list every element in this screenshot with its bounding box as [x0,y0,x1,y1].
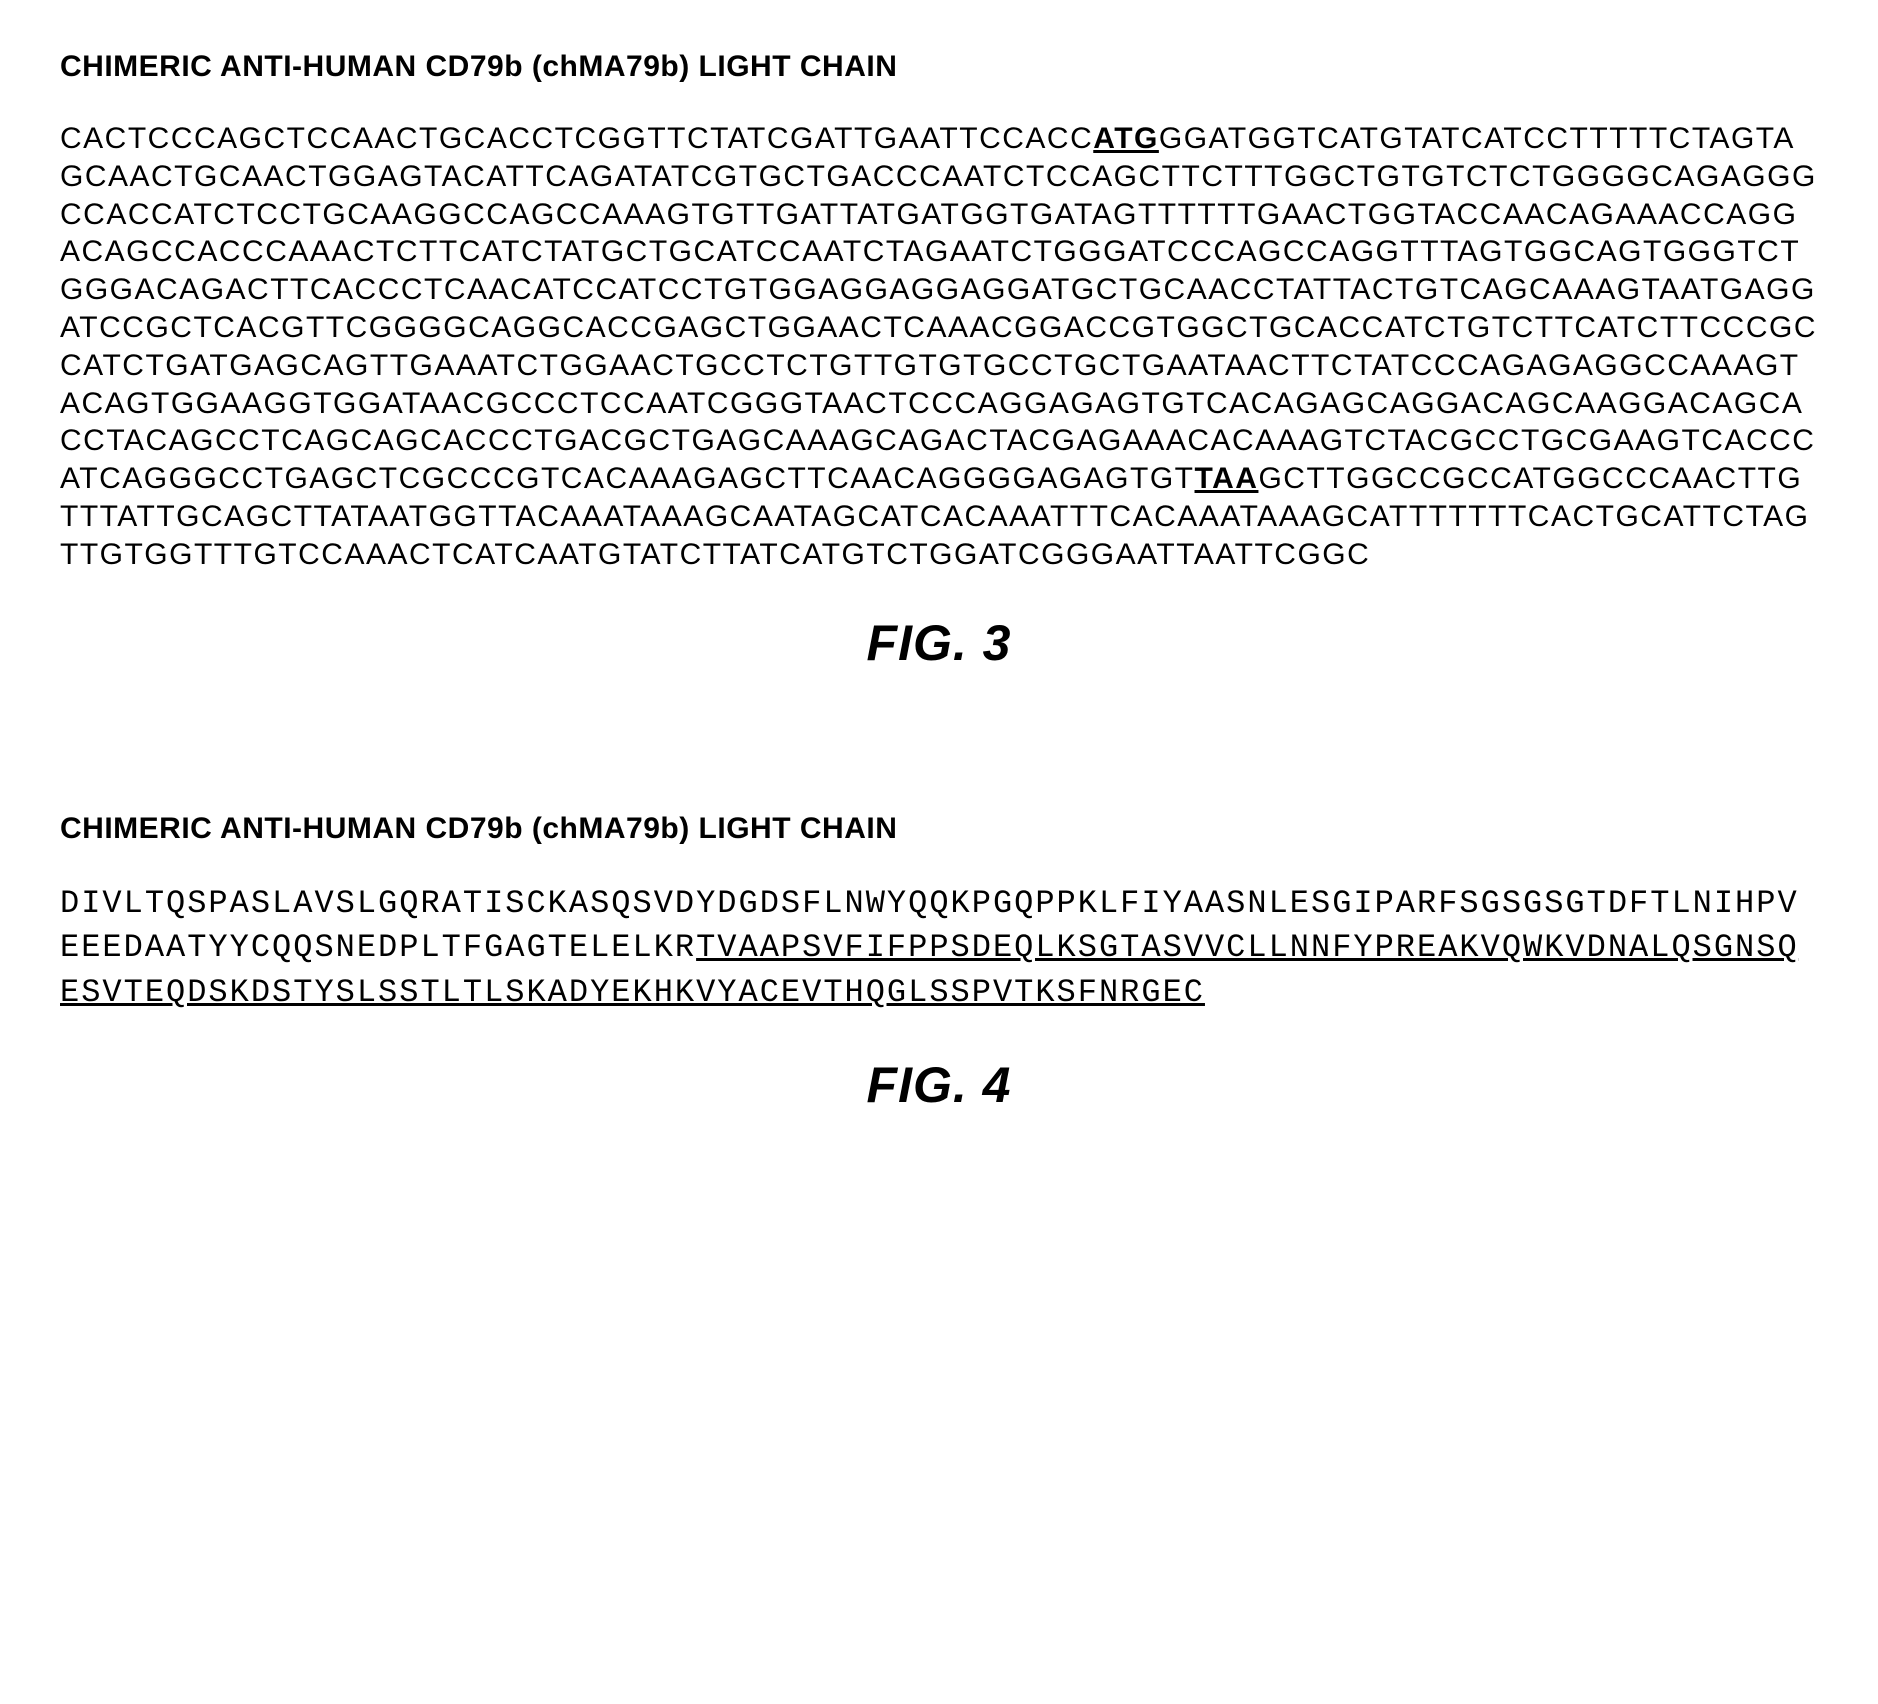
dna-coding: GGATGGTCATGTATCATCCTTTTTCTAGTAGCAACTGCAA… [60,122,1817,495]
dna-sequence: CACTCCCAGCTCCAACTGCACCTCGGTTCTATCGATTGAA… [60,120,1818,574]
figure-4-block: CHIMERIC ANTI-HUMAN CD79b (chMA79b) LIGH… [60,812,1818,1114]
figure-3-caption: FIG. 3 [60,614,1818,672]
protein-sequence: DIVLTQSPASLAVSLGQRATISCKASQSVDYDGDSFLNWY… [60,882,1818,1016]
start-codon: ATG [1093,122,1159,155]
figure-3-block: CHIMERIC ANTI-HUMAN CD79b (chMA79b) LIGH… [60,50,1818,672]
figure-4-title: CHIMERIC ANTI-HUMAN CD79b (chMA79b) LIGH… [60,812,1818,846]
figure-3-title: CHIMERIC ANTI-HUMAN CD79b (chMA79b) LIGH… [60,50,1818,84]
stop-codon: TAA [1195,462,1259,495]
dna-pre-start: CACTCCCAGCTCCAACTGCACCTCGGTTCTATCGATTGAA… [60,122,1093,155]
figure-4-caption: FIG. 4 [60,1056,1818,1114]
